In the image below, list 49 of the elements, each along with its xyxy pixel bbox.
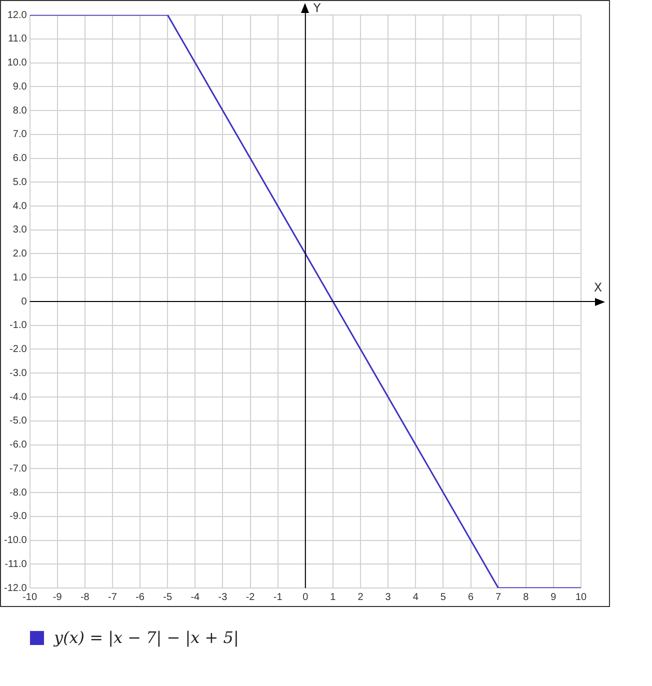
x-tick-label: 1 bbox=[330, 592, 336, 603]
y-axis-title: Y bbox=[312, 1, 322, 15]
x-tick-label: 7 bbox=[496, 592, 502, 603]
y-tick-label: 2.0 bbox=[12, 248, 28, 260]
x-tick-label: 8 bbox=[523, 592, 530, 603]
x-tick-label: 5 bbox=[440, 592, 446, 603]
y-tick-label: -4.0 bbox=[10, 392, 28, 403]
x-tick-label: -9 bbox=[52, 592, 62, 603]
x-tick-label: -4 bbox=[190, 592, 200, 603]
x-tick-label: 9 bbox=[550, 592, 557, 603]
x-tick-label: -10 bbox=[22, 592, 38, 603]
x-tick-label: 3 bbox=[385, 592, 392, 603]
x-tick-label: 10 bbox=[575, 592, 587, 603]
y-tick-label: -6.0 bbox=[10, 440, 28, 450]
y-tick-label: 3.0 bbox=[12, 224, 28, 236]
y-tick-label: 12.0 bbox=[7, 10, 28, 21]
y-tick-label: 8.0 bbox=[12, 105, 28, 116]
x-tick-label: -1 bbox=[273, 592, 283, 603]
y-tick-label: 7.0 bbox=[12, 129, 28, 140]
x-tick-label: 6 bbox=[468, 592, 474, 603]
x-tick-label: 2 bbox=[358, 592, 364, 603]
y-tick-label: 11.0 bbox=[8, 34, 28, 45]
y-tick-label: -3.0 bbox=[10, 368, 28, 379]
y-tick-label: 6.0 bbox=[12, 153, 28, 164]
y-tick-label: 9.0 bbox=[12, 81, 28, 92]
y-tick-label: -12.0 bbox=[4, 582, 28, 594]
y-tick-label: 0 bbox=[21, 296, 28, 308]
x-tick-label: -8 bbox=[80, 592, 90, 603]
y-tick-label: -8.0 bbox=[10, 487, 28, 498]
y-tick-label: 5.0 bbox=[12, 176, 28, 188]
legend-label: y(x) = |x − 7| − |x + 5| bbox=[54, 628, 239, 647]
y-tick-label: -9.0 bbox=[10, 511, 28, 522]
y-tick-label: 10.0 bbox=[7, 58, 28, 68]
y-tick-label: 4.0 bbox=[12, 200, 28, 212]
x-tick-label: 0 bbox=[302, 592, 309, 603]
y-tick-label: -2.0 bbox=[10, 344, 28, 355]
x-tick-label: -3 bbox=[218, 592, 228, 603]
x-tick-label: -2 bbox=[246, 592, 256, 603]
y-tick-label: -7.0 bbox=[10, 463, 28, 474]
y-tick-label: -11.0 bbox=[4, 558, 28, 570]
x-tick-label: -7 bbox=[108, 592, 118, 603]
x-axis-title: X bbox=[594, 280, 602, 294]
x-tick-label: 4 bbox=[412, 592, 419, 603]
y-tick-label: 1.0 bbox=[12, 272, 28, 284]
y-tick-label: -10.0 bbox=[4, 535, 28, 546]
x-tick-label: -6 bbox=[136, 592, 145, 603]
x-tick-label: -5 bbox=[163, 592, 172, 603]
y-tick-label: -5.0 bbox=[10, 416, 28, 427]
y-tick-label: -1.0 bbox=[10, 320, 28, 332]
